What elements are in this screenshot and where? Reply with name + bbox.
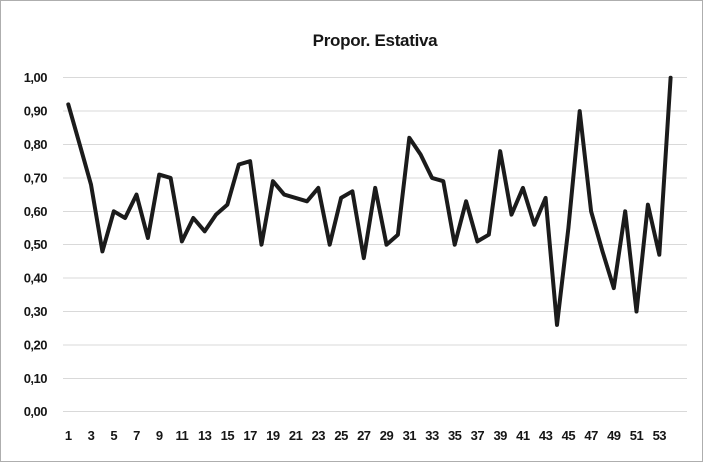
y-tick-label: 1,00: [24, 70, 48, 85]
gridlines: [63, 77, 687, 413]
x-tick-label: 23: [312, 428, 326, 443]
y-tick-label: 0,40: [24, 271, 48, 286]
x-tick-label: 3: [88, 428, 95, 443]
x-tick-label: 25: [334, 428, 348, 443]
y-tick-label: 0,00: [24, 404, 48, 419]
chart-title: Propor. Estativa: [313, 31, 438, 50]
x-tick-label: 31: [403, 428, 417, 443]
x-tick-label: 39: [493, 428, 507, 443]
x-tick-label: 7: [133, 428, 140, 443]
x-tick-label: 37: [471, 428, 485, 443]
y-tick-label: 0,30: [24, 304, 48, 319]
x-tick-label: 47: [584, 428, 598, 443]
x-tick-label: 53: [653, 428, 667, 443]
x-tick-label: 43: [539, 428, 553, 443]
x-tick-label: 41: [516, 428, 530, 443]
x-tick-label: 45: [562, 428, 576, 443]
x-tick-label: 15: [221, 428, 235, 443]
x-tick-label: 29: [380, 428, 394, 443]
x-tick-label: 51: [630, 428, 644, 443]
x-tick-label: 27: [357, 428, 371, 443]
x-tick-label: 9: [156, 428, 163, 443]
y-tick-label: 0,10: [24, 371, 48, 386]
data-series: [66, 75, 673, 327]
y-tick-label: 0,90: [24, 104, 48, 119]
x-tick-label: 11: [176, 428, 189, 443]
x-tick-label: 19: [266, 428, 280, 443]
y-tick-label: 0,80: [24, 137, 48, 152]
x-tick-label: 35: [448, 428, 462, 443]
x-tick-label: 1: [65, 428, 72, 443]
y-tick-label: 0,20: [24, 337, 48, 352]
y-tick-label: 0,60: [24, 204, 48, 219]
x-tick-label: 17: [243, 428, 257, 443]
y-tick-label: 0,70: [24, 170, 48, 185]
axis-labels: 0,00 0,10 0,20 0,30 0,40 0,50 0,60 0,70 0,80 0,90…: [24, 70, 667, 443]
x-tick-label: 5: [110, 428, 117, 443]
x-tick-label: 49: [607, 428, 621, 443]
x-tick-label: 21: [289, 428, 303, 443]
x-tick-label: 13: [198, 428, 212, 443]
series-line: [66, 75, 673, 327]
x-tick-label: 33: [425, 428, 439, 443]
y-tick-label: 0,50: [24, 237, 48, 252]
